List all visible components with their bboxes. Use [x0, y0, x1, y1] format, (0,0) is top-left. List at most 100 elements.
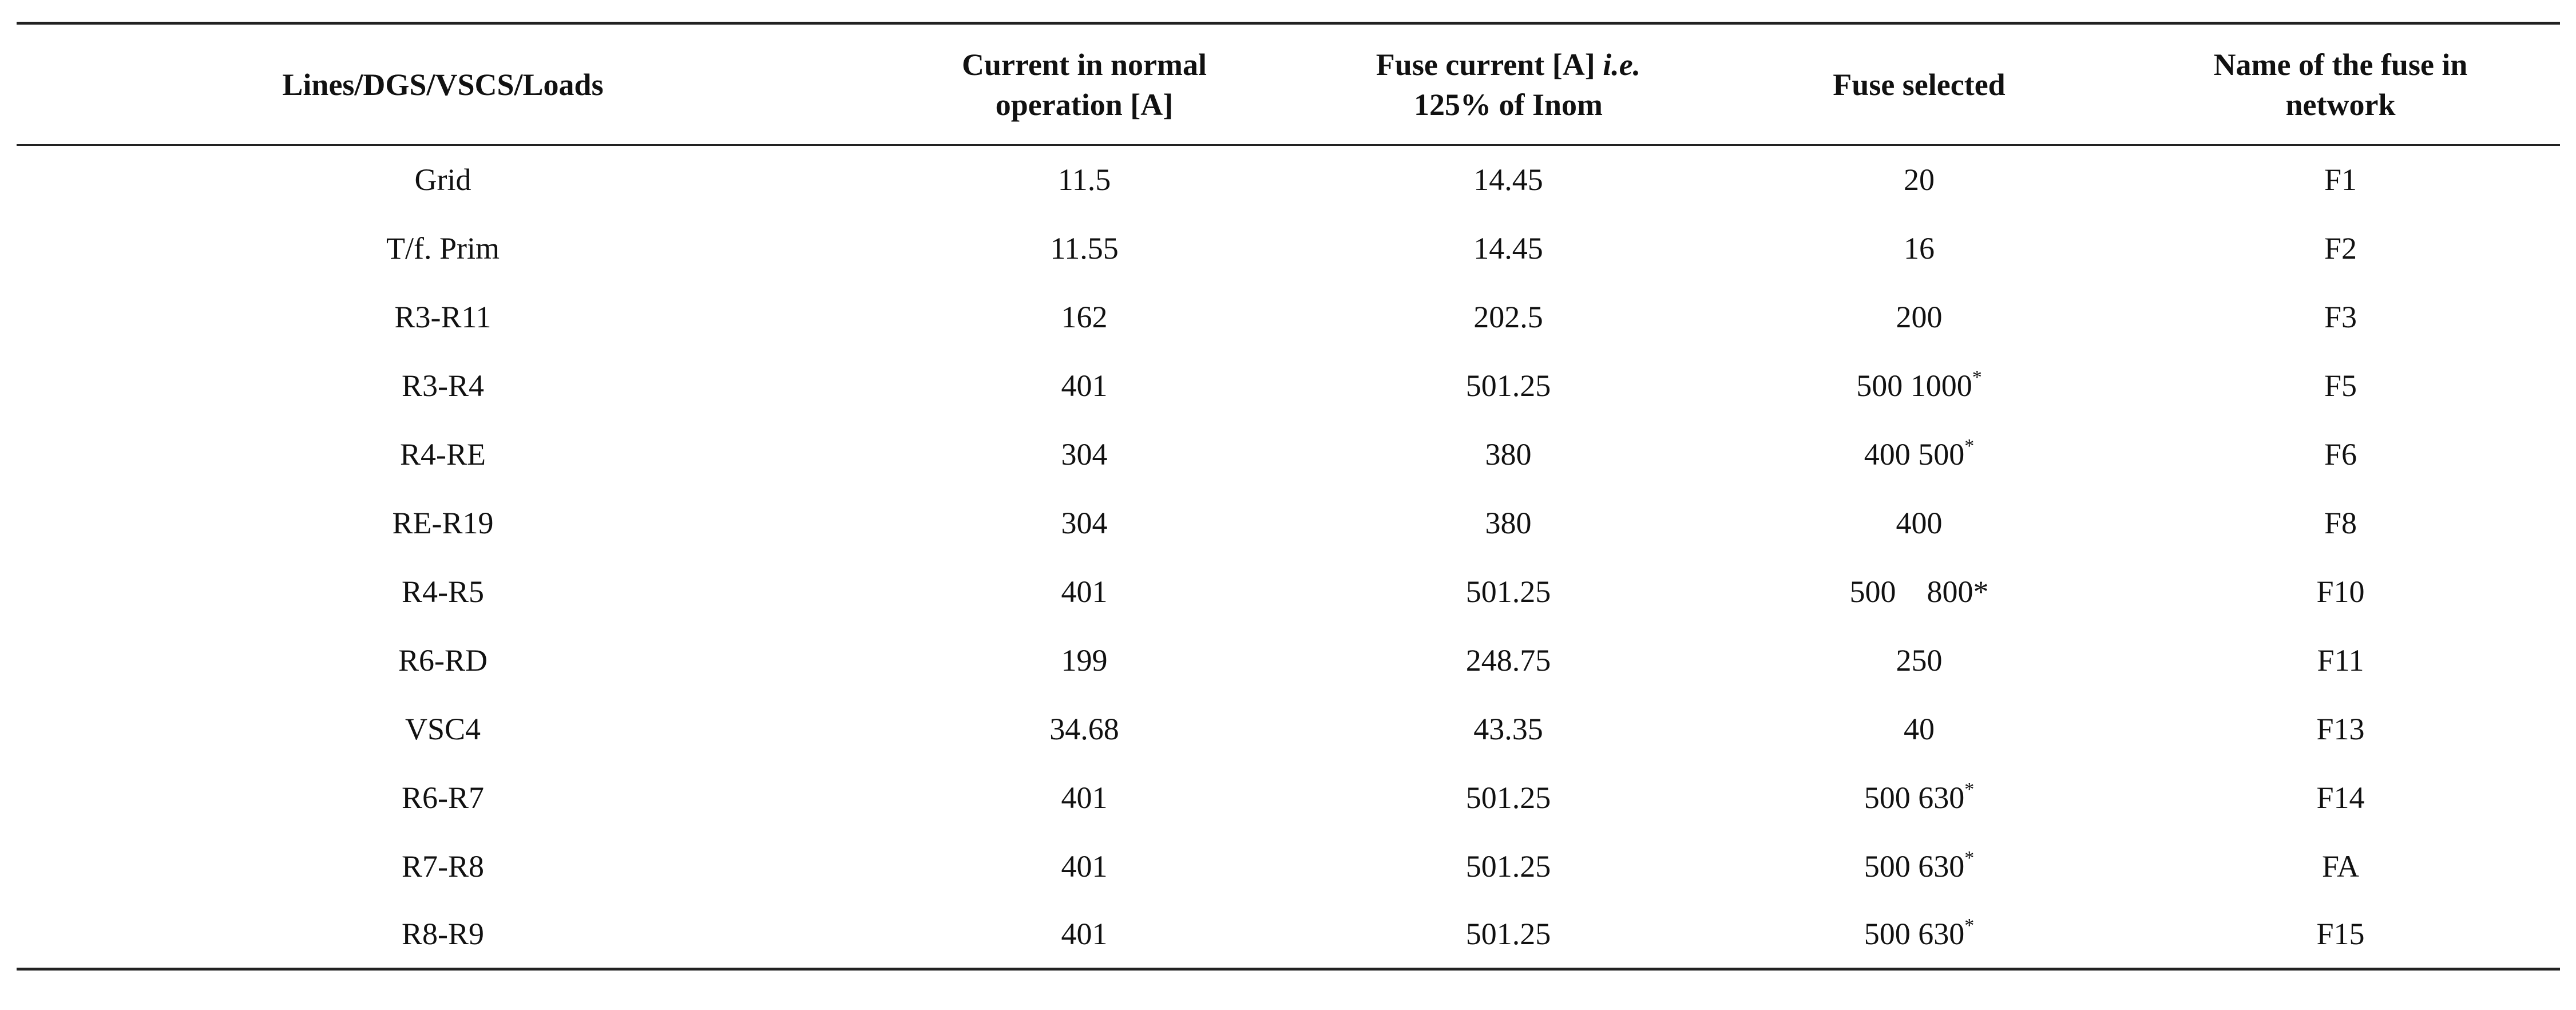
column-header: Name of the fuse in network	[2121, 22, 2560, 146]
cell: F10	[2316, 574, 2365, 609]
cell: R4-R5	[401, 574, 485, 609]
cell: 501.25	[1465, 574, 1551, 609]
cell: 501.25	[1299, 900, 1717, 971]
cell: 500 630*	[1717, 832, 2121, 901]
footnote-mark: *	[1964, 778, 1975, 800]
cell-text: 500 630	[1864, 780, 1965, 815]
cell-text: 500 630	[1864, 849, 1965, 884]
cell: 401	[1061, 368, 1108, 403]
cell: F13	[2316, 711, 2365, 746]
cell: 501.25	[1465, 849, 1551, 884]
cell: 401	[869, 900, 1299, 971]
cell: RE-R19	[392, 505, 494, 540]
footnote-mark: *	[1964, 435, 1975, 457]
cell: 401	[1061, 574, 1108, 609]
cell-text: 500 1000	[1856, 368, 1972, 403]
cell: 11.5	[1057, 163, 1111, 197]
cell: 14.45	[1473, 231, 1543, 266]
cell: 380	[1485, 505, 1532, 540]
cell: F6	[2324, 437, 2357, 472]
cell: F14	[2316, 780, 2365, 815]
cell-text: 400 500	[1864, 437, 1965, 472]
footnote-mark: *	[1972, 366, 1982, 388]
cell: 401	[1061, 849, 1108, 884]
cell: 380	[1485, 437, 1532, 472]
header-italic: i.e.	[1603, 47, 1641, 82]
header-text: Lines/DGS/VSCS/Loads	[282, 67, 604, 102]
cell: 500 630*	[1717, 900, 2121, 971]
table-row: Grid 11.5 14.45 20 F1	[17, 145, 2560, 214]
header-row: Lines/DGS/VSCS/Loads Current in normal ope…	[17, 22, 2560, 146]
cell: 500 630*	[1717, 763, 2121, 832]
cell: 250	[1896, 643, 1943, 678]
cell: F5	[2324, 368, 2357, 403]
cell: R6-RD	[398, 643, 488, 678]
cell: 11.55	[1050, 231, 1119, 266]
cell: R3-R11	[394, 299, 492, 334]
table-row: R8-R9 401 501.25 500 630* F15	[17, 900, 2560, 971]
cell: F15	[2121, 900, 2560, 971]
cell: Grid	[414, 163, 471, 197]
footnote-mark: *	[1964, 847, 1975, 869]
cell: 401	[1061, 780, 1108, 815]
table-row: R3-R4 401 501.25 500 1000* F5	[17, 351, 2560, 420]
cell: 34.68	[1049, 711, 1119, 746]
cell: F3	[2324, 299, 2357, 334]
cell: R8-R9	[17, 900, 869, 971]
table-row: T/f. Prim 11.55 14.45 16 F2	[17, 214, 2560, 283]
cell: F8	[2324, 505, 2357, 540]
cell: 14.45	[1473, 163, 1543, 197]
table-row: VSC4 34.68 43.35 40 F13	[17, 695, 2560, 763]
cell: 199	[1061, 643, 1108, 678]
table-row: R4-R5 401 501.25 500 800* F10	[17, 557, 2560, 626]
footnote-mark: *	[1964, 915, 1975, 937]
cell: 162	[1061, 299, 1108, 334]
cell: 500 800*	[1849, 574, 1989, 609]
cell: 202.5	[1473, 299, 1543, 334]
cell: F1	[2324, 163, 2357, 197]
cell: F11	[2317, 643, 2364, 678]
cell: 400 500*	[1717, 420, 2121, 489]
cell: F2	[2324, 231, 2357, 266]
table-row: R7-R8 401 501.25 500 630* FA	[17, 832, 2560, 901]
header-text: Fuse current [A]	[1376, 47, 1603, 82]
table-row: RE-R19 304 380 400 F8	[17, 489, 2560, 557]
cell: 304	[1061, 505, 1108, 540]
table-row: R6-R7 401 501.25 500 630* F14	[17, 763, 2560, 832]
header-text: operation [A]	[995, 87, 1174, 122]
header-text: Fuse selected	[1833, 67, 2006, 102]
cell: R6-R7	[401, 780, 485, 815]
cell: 16	[1904, 231, 1935, 266]
fuse-table: Lines/DGS/VSCS/Loads Current in normal ope…	[17, 22, 2560, 971]
table-row: R3-R11 162 202.5 200 F3	[17, 283, 2560, 351]
cell: FA	[2321, 849, 2360, 884]
cell: 500 1000*	[1717, 351, 2121, 420]
header-text: network	[2285, 87, 2396, 122]
column-header: Fuse current [A] i.e. 125% of Inom	[1299, 22, 1717, 146]
cell: 40	[1904, 711, 1935, 746]
cell: 400	[1896, 505, 1943, 540]
header-text: 125% of Inom	[1413, 87, 1603, 122]
table-header: Lines/DGS/VSCS/Loads Current in normal ope…	[17, 22, 2560, 146]
cell: R7-R8	[401, 849, 485, 884]
column-header: Fuse selected	[1717, 22, 2121, 146]
column-header: Lines/DGS/VSCS/Loads	[17, 22, 869, 146]
cell: 20	[1904, 163, 1935, 197]
cell: 304	[1061, 437, 1108, 472]
table-row: R6-RD 199 248.75 250 F11	[17, 626, 2560, 695]
cell: 501.25	[1465, 368, 1551, 403]
cell: R4-RE	[399, 437, 486, 472]
cell-text: 500 630	[1864, 917, 1965, 952]
table-row: R4-RE 304 380 400 500* F6	[17, 420, 2560, 489]
table-body: Grid 11.5 14.45 20 F1 T/f. Prim 11.55 14.45 16 F2…	[17, 145, 2560, 971]
cell: VSC4	[405, 711, 481, 746]
cell: R3-R4	[401, 368, 485, 403]
cell: 200	[1896, 299, 1943, 334]
cell: 43.35	[1473, 711, 1543, 746]
cell: T/f. Prim	[386, 231, 500, 266]
cell: 501.25	[1465, 780, 1551, 815]
header-text: Current in normal	[962, 47, 1207, 82]
header-text: Name of the fuse in	[2213, 47, 2468, 82]
cell: 248.75	[1465, 643, 1551, 678]
